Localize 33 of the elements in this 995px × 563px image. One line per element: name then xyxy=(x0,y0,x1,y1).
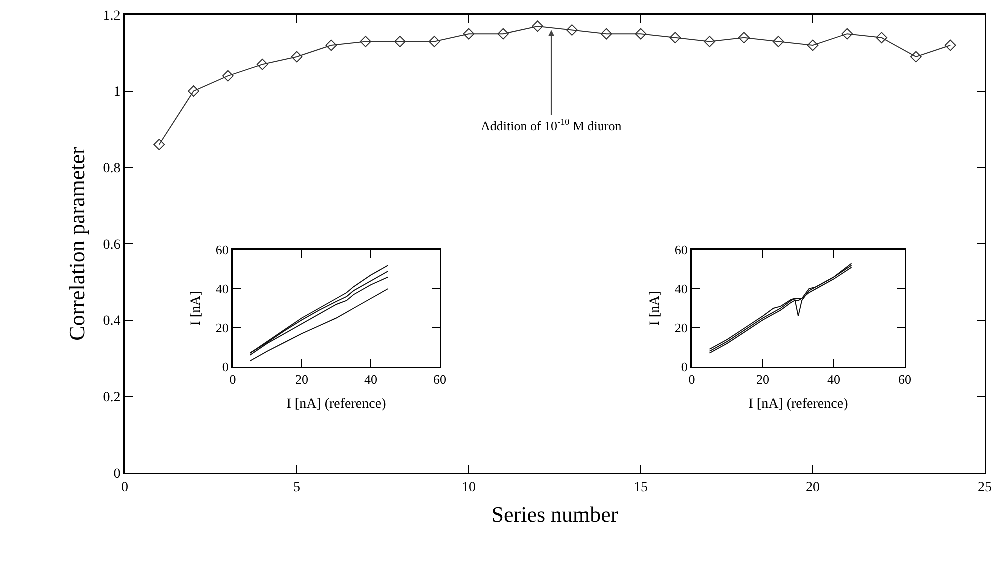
y-tick-label: 0.8 xyxy=(103,162,121,177)
y-tick-label: 60 xyxy=(674,242,688,258)
x-tick-label: 20 xyxy=(756,372,770,388)
y-axis-title: Correlation parameter xyxy=(64,146,90,341)
x-tick-label: 20 xyxy=(296,372,308,388)
y-axis-title: I [nA] xyxy=(648,291,663,326)
y-tick-label: 0 xyxy=(222,360,229,375)
x-tick-label: 10 xyxy=(462,480,476,496)
y-tick-label: 20 xyxy=(674,320,688,336)
y-tick-label: 60 xyxy=(216,242,229,258)
y-tick-label: 0.4 xyxy=(103,314,121,330)
y-tick-label: 0 xyxy=(681,360,688,375)
x-axis-title: I [nA] (reference) xyxy=(748,397,849,412)
y-tick-label: 1 xyxy=(114,85,121,100)
x-tick-label: 60 xyxy=(434,372,446,388)
x-tick-label: 20 xyxy=(806,480,820,496)
x-axis-title: I [nA] (reference) xyxy=(286,397,387,412)
y-tick-label: 20 xyxy=(216,320,229,336)
x-tick-label: 25 xyxy=(978,480,992,496)
y-tick-label: 0.2 xyxy=(103,390,121,406)
y-tick-label: 0.6 xyxy=(103,238,121,253)
x-tick-label: 15 xyxy=(634,480,648,496)
y-axis-title: I [nA] xyxy=(188,291,204,326)
y-tick-label: 0 xyxy=(114,466,121,482)
y-tick-label: 1.2 xyxy=(103,8,121,24)
x-tick-label: 60 xyxy=(898,372,912,388)
y-tick-label: 40 xyxy=(674,282,688,297)
annotation: Addition of 10$^{-10}$ M diuron xyxy=(481,117,622,134)
x-axis-title: Series number xyxy=(492,502,619,527)
y-tick-label: 40 xyxy=(216,282,229,297)
x-tick-label: 40 xyxy=(828,372,840,388)
x-tick-label: 5 xyxy=(294,480,300,496)
x-tick-label: 40 xyxy=(364,372,378,388)
